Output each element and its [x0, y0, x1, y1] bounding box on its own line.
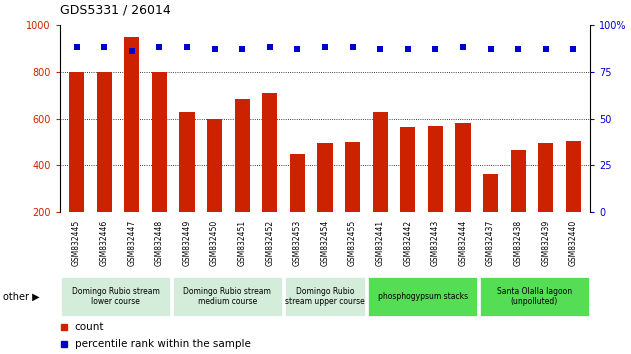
Bar — [372, 112, 388, 212]
Point — [99, 45, 109, 50]
Point — [127, 48, 137, 54]
Text: Santa Olalla lagoon
(unpolluted): Santa Olalla lagoon (unpolluted) — [497, 287, 572, 306]
Text: GSM832445: GSM832445 — [72, 220, 81, 267]
Bar — [124, 36, 139, 212]
Text: GSM832449: GSM832449 — [182, 220, 191, 267]
Text: GSM832450: GSM832450 — [210, 220, 219, 267]
Text: GSM832442: GSM832442 — [403, 220, 412, 267]
Point — [209, 46, 220, 52]
Text: GSM832438: GSM832438 — [514, 220, 522, 267]
Text: GSM832437: GSM832437 — [486, 220, 495, 267]
Text: Domingo Rubio stream
lower course: Domingo Rubio stream lower course — [72, 287, 160, 306]
Text: GSM832444: GSM832444 — [459, 220, 468, 267]
Text: GSM832441: GSM832441 — [375, 220, 385, 267]
Point — [292, 46, 302, 52]
Bar — [483, 174, 498, 212]
Point — [182, 45, 192, 50]
Text: GSM832440: GSM832440 — [569, 220, 578, 267]
Bar — [538, 143, 553, 212]
Bar — [480, 276, 589, 316]
Bar — [345, 142, 360, 212]
Point — [264, 45, 274, 50]
Bar — [207, 119, 222, 212]
Text: Domingo Rubio
stream upper course: Domingo Rubio stream upper course — [285, 287, 365, 306]
Bar — [428, 126, 443, 212]
Text: GSM832448: GSM832448 — [155, 220, 164, 267]
Text: Domingo Rubio stream
medium course: Domingo Rubio stream medium course — [184, 287, 271, 306]
Point — [541, 46, 551, 52]
Text: GSM832453: GSM832453 — [293, 220, 302, 267]
Text: GSM832455: GSM832455 — [348, 220, 357, 267]
Bar — [179, 112, 194, 212]
Bar — [151, 72, 167, 212]
Point — [403, 46, 413, 52]
Text: phosphogypsum stacks: phosphogypsum stacks — [377, 292, 468, 301]
Point — [154, 45, 164, 50]
Point — [458, 45, 468, 50]
Text: GSM832447: GSM832447 — [127, 220, 136, 267]
Text: other ▶: other ▶ — [3, 291, 40, 302]
Bar — [285, 276, 365, 316]
Bar — [235, 99, 250, 212]
Point — [430, 46, 440, 52]
Text: GSM832439: GSM832439 — [541, 220, 550, 267]
Bar — [61, 276, 170, 316]
Bar — [400, 127, 415, 212]
Text: GSM832443: GSM832443 — [431, 220, 440, 267]
Bar — [69, 72, 84, 212]
Point — [71, 45, 81, 50]
Text: GSM832452: GSM832452 — [265, 220, 274, 267]
Bar — [456, 122, 471, 212]
Bar — [173, 276, 281, 316]
Point — [375, 46, 385, 52]
Point — [486, 46, 496, 52]
Bar — [369, 276, 477, 316]
Text: percentile rank within the sample: percentile rank within the sample — [75, 339, 251, 349]
Point — [320, 45, 330, 50]
Bar — [510, 150, 526, 212]
Bar — [262, 93, 278, 212]
Text: count: count — [75, 321, 104, 332]
Bar — [290, 154, 305, 212]
Point — [237, 46, 247, 52]
Text: GSM832454: GSM832454 — [321, 220, 329, 267]
Text: GSM832446: GSM832446 — [100, 220, 109, 267]
Point — [569, 46, 579, 52]
Bar — [317, 143, 333, 212]
Text: GDS5331 / 26014: GDS5331 / 26014 — [60, 4, 171, 17]
Point — [348, 45, 358, 50]
Point — [513, 46, 523, 52]
Text: GSM832451: GSM832451 — [238, 220, 247, 267]
Bar — [566, 141, 581, 212]
Bar — [97, 72, 112, 212]
